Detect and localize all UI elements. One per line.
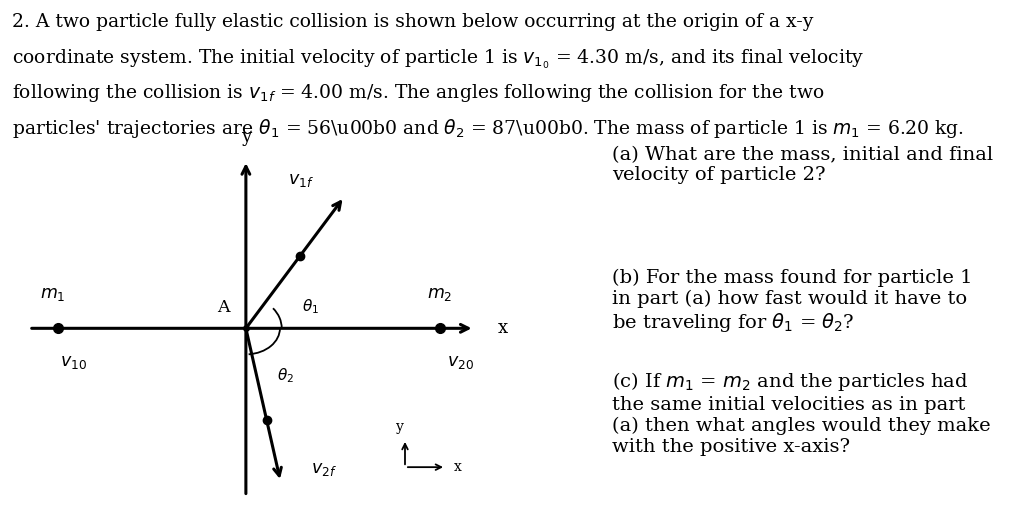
Text: y: y [396,420,403,434]
Text: A: A [217,298,229,315]
Text: x: x [454,460,462,474]
Text: $v_{2f}$: $v_{2f}$ [311,461,337,478]
Text: $v_{20}$: $v_{20}$ [446,354,474,371]
Text: (a) What are the mass, initial and final
velocity of particle 2?: (a) What are the mass, initial and final… [612,146,993,184]
Text: coordinate system. The initial velocity of particle 1 is $v_{1_0}$ = 4.30 m/s, a: coordinate system. The initial velocity … [12,48,864,71]
Text: $m_1$: $m_1$ [40,286,66,303]
Text: x: x [498,319,508,337]
Text: (c) If $m_1$ = $m_2$ and the particles had
the same initial velocities as in par: (c) If $m_1$ = $m_2$ and the particles h… [612,370,991,456]
Text: $m_2$: $m_2$ [427,286,453,303]
Text: following the collision is $v_{1f}$ = 4.00 m/s. The angles following the collisi: following the collision is $v_{1f}$ = 4.… [12,82,824,104]
Text: $\theta_2$: $\theta_2$ [276,367,294,385]
Text: $v_{10}$: $v_{10}$ [59,354,87,371]
Text: y: y [241,128,251,146]
Text: $\theta_1$: $\theta_1$ [302,297,319,315]
Text: particles' trajectories are $\theta_1$ = 56\u00b0 and $\theta_2$ = 87\u00b0. The: particles' trajectories are $\theta_1$ =… [12,117,965,140]
Text: $v_{1f}$: $v_{1f}$ [289,172,314,189]
Text: 2. A two particle fully elastic collision is shown below occurring at the origin: 2. A two particle fully elastic collisio… [12,13,814,31]
Text: (b) For the mass found for particle 1
in part (a) how fast would it have to
be t: (b) For the mass found for particle 1 in… [612,268,973,334]
